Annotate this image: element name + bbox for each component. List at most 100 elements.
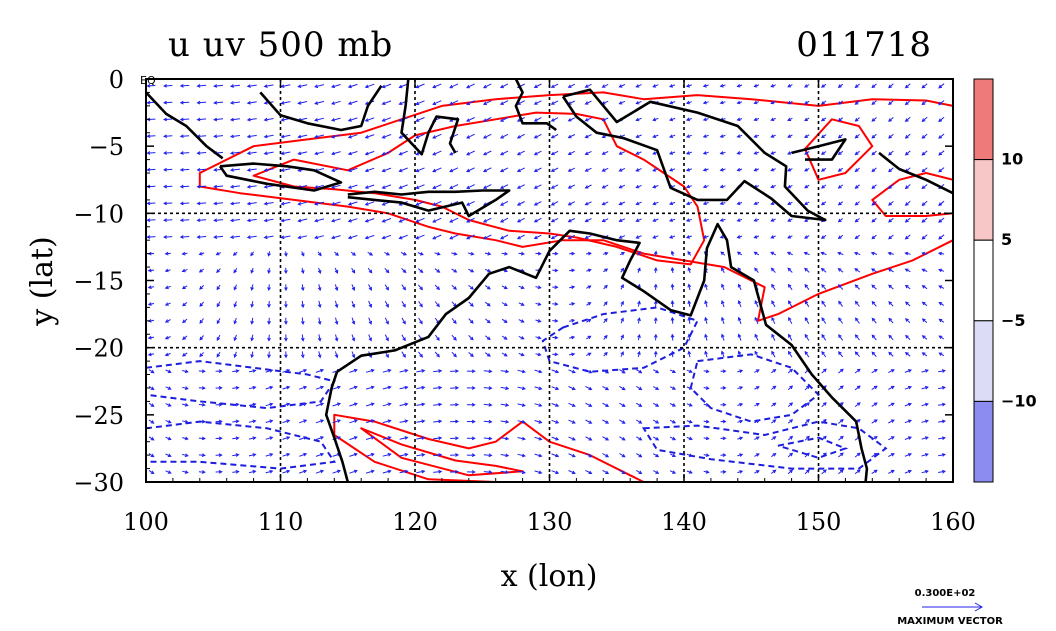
wind-vector-head bbox=[770, 167, 775, 172]
wind-vector bbox=[938, 470, 945, 473]
wind-vector bbox=[382, 453, 391, 457]
wind-vector bbox=[318, 334, 321, 341]
wind-vector-head bbox=[755, 436, 760, 440]
wind-vector-head bbox=[269, 436, 274, 440]
wind-vector-head bbox=[702, 235, 707, 239]
wind-vector-head bbox=[672, 453, 677, 457]
wind-vector-head bbox=[653, 350, 658, 355]
wind-vector-head bbox=[499, 84, 504, 89]
wind-vector-head bbox=[353, 368, 358, 373]
wind-vector-head bbox=[702, 151, 707, 155]
wind-vector-head bbox=[466, 202, 471, 206]
wind-vector-head bbox=[163, 100, 168, 105]
wind-vector-head bbox=[736, 251, 741, 256]
wind-vector-head bbox=[201, 453, 206, 458]
wind-vector-head bbox=[470, 353, 474, 357]
wind-vector-head bbox=[182, 336, 186, 340]
wind-vector bbox=[197, 202, 207, 205]
wind-vector-head bbox=[516, 235, 521, 240]
wind-vector bbox=[180, 135, 190, 137]
wind-vector bbox=[248, 420, 256, 423]
wind-vector-head bbox=[754, 316, 759, 321]
wind-vector bbox=[318, 317, 321, 325]
wind-vector-head bbox=[838, 351, 842, 355]
wind-vector-head bbox=[888, 135, 892, 139]
wind-vector-head bbox=[453, 269, 458, 273]
wind-vector-head bbox=[538, 369, 543, 374]
wind-vector-head bbox=[739, 436, 744, 441]
wind-vector-head bbox=[284, 337, 288, 342]
contour-negative-5 bbox=[641, 420, 888, 470]
wind-vector-head bbox=[146, 134, 151, 139]
wind-vector-head bbox=[904, 185, 909, 190]
wind-vector-head bbox=[303, 452, 308, 457]
wind-vector bbox=[821, 317, 827, 324]
wind-vector-head bbox=[280, 134, 285, 139]
wind-vector-head bbox=[820, 168, 825, 172]
wind-vector bbox=[298, 151, 308, 155]
wind-vector-head bbox=[419, 286, 423, 291]
wind-vector-head bbox=[213, 184, 218, 189]
wind-vector bbox=[348, 83, 358, 88]
wind-vector-head bbox=[164, 335, 169, 340]
wind-vector-head bbox=[804, 333, 809, 338]
wind-vector bbox=[348, 218, 358, 222]
wind-vector-head bbox=[505, 436, 510, 441]
wind-vector-head bbox=[386, 252, 391, 256]
wind-vector-head bbox=[179, 100, 184, 105]
wind-vector bbox=[365, 436, 374, 440]
wind-vector-head bbox=[521, 386, 526, 391]
wind-vector-head bbox=[820, 251, 825, 256]
y-tick-label: −30 bbox=[73, 469, 124, 497]
wind-vector-head bbox=[449, 219, 454, 223]
wind-vector-head bbox=[218, 436, 223, 441]
wind-vector bbox=[432, 200, 442, 206]
wind-vector-head bbox=[685, 151, 690, 155]
wind-vector-head bbox=[637, 334, 641, 338]
wind-vector-head bbox=[787, 201, 792, 205]
wind-vector-head bbox=[635, 100, 640, 105]
wind-vector-head bbox=[921, 168, 926, 173]
wind-vector-head bbox=[924, 369, 929, 373]
wind-vector-head bbox=[550, 202, 555, 206]
wind-vector-head bbox=[314, 118, 319, 122]
wind-vector bbox=[416, 454, 425, 457]
wind-vector-head bbox=[687, 283, 692, 288]
wind-vector-head bbox=[179, 235, 184, 239]
wind-vector-head bbox=[300, 337, 305, 342]
wind-vector-head bbox=[421, 469, 426, 474]
wind-vector-head bbox=[368, 286, 372, 291]
wind-vector-head bbox=[584, 168, 589, 172]
wind-vector-head bbox=[888, 84, 892, 89]
wind-vector-head bbox=[890, 469, 895, 474]
wind-vector bbox=[771, 300, 776, 308]
wind-vector-head bbox=[584, 235, 589, 239]
wind-vector bbox=[517, 201, 525, 206]
wind-vector bbox=[433, 420, 442, 423]
wind-vector-head bbox=[567, 185, 572, 189]
wind-vector bbox=[534, 117, 542, 122]
wind-vector bbox=[921, 200, 928, 206]
wind-vector-head bbox=[488, 402, 493, 407]
wind-vector-head bbox=[888, 351, 893, 356]
wind-vector-head bbox=[521, 420, 526, 424]
wind-vector bbox=[401, 351, 406, 358]
wind-vector-head bbox=[787, 283, 792, 288]
wind-vector-head bbox=[653, 333, 658, 338]
y-axis-title: y (lat) bbox=[25, 236, 60, 326]
wind-vector-head bbox=[854, 351, 859, 356]
wind-vector-head bbox=[754, 300, 759, 305]
wind-vector-head bbox=[856, 368, 861, 373]
wind-vector bbox=[416, 370, 425, 373]
wind-vector-head bbox=[297, 201, 302, 206]
wind-vector bbox=[585, 369, 592, 374]
wind-vector bbox=[551, 184, 559, 189]
wind-vector-head bbox=[415, 235, 420, 240]
wind-vector-head bbox=[163, 201, 168, 206]
wind-vector-head bbox=[453, 320, 457, 325]
wind-vector-head bbox=[921, 335, 926, 339]
wind-vector-head bbox=[587, 268, 592, 273]
wind-vector-head bbox=[601, 201, 606, 206]
wind-vector-head bbox=[351, 354, 356, 359]
wind-vector bbox=[314, 151, 325, 155]
